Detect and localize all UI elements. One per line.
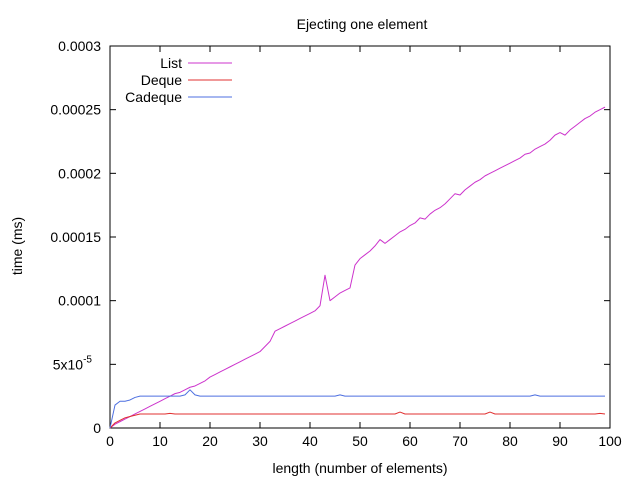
y-tick-label: 0 xyxy=(93,420,101,436)
x-tick-label: 50 xyxy=(352,433,368,449)
x-tick-label: 90 xyxy=(552,433,568,449)
x-tick-label: 20 xyxy=(202,433,218,449)
x-tick-label: 60 xyxy=(402,433,418,449)
x-tick-label: 30 xyxy=(252,433,268,449)
y-tick-exponent: -5 xyxy=(83,354,92,365)
x-axis: 0 10 20 30 40 50 60 70 80 90 100 xyxy=(106,46,622,449)
legend-label-cadeque: Cadeque xyxy=(125,89,182,105)
y-tick-label: 0.0003 xyxy=(58,38,101,54)
x-tick-label: 70 xyxy=(452,433,468,449)
x-axis-label: length (number of elements) xyxy=(272,460,447,476)
plot-area-border xyxy=(109,45,611,429)
y-axis-label: time (ms) xyxy=(9,217,25,275)
y-tick-label: 0.00025 xyxy=(50,102,101,118)
legend-label-list: List xyxy=(160,55,182,71)
x-tick-label: 80 xyxy=(502,433,518,449)
x-tick-label: 10 xyxy=(152,433,168,449)
y-axis: 0 5x10-5 0.0001 0.00015 0.0002 0.00025 0.0003 xyxy=(50,38,610,436)
series-line-cadeque xyxy=(109,389,605,429)
y-tick-label: 0.00015 xyxy=(50,229,101,245)
x-tick-label: 40 xyxy=(302,433,318,449)
y-tick-label: 0.0001 xyxy=(58,293,101,309)
y-tick-label: 0.0002 xyxy=(58,165,101,181)
x-tick-label: 0 xyxy=(106,433,114,449)
legend-label-deque: Deque xyxy=(141,72,182,88)
x-tick-label: 100 xyxy=(598,433,622,449)
series-lines xyxy=(109,106,606,429)
series-line-list xyxy=(109,106,606,429)
y-tick-label: 5x10-5 xyxy=(53,354,93,372)
chart-title: Ejecting one element xyxy=(297,16,428,32)
series-line-deque xyxy=(109,411,606,429)
